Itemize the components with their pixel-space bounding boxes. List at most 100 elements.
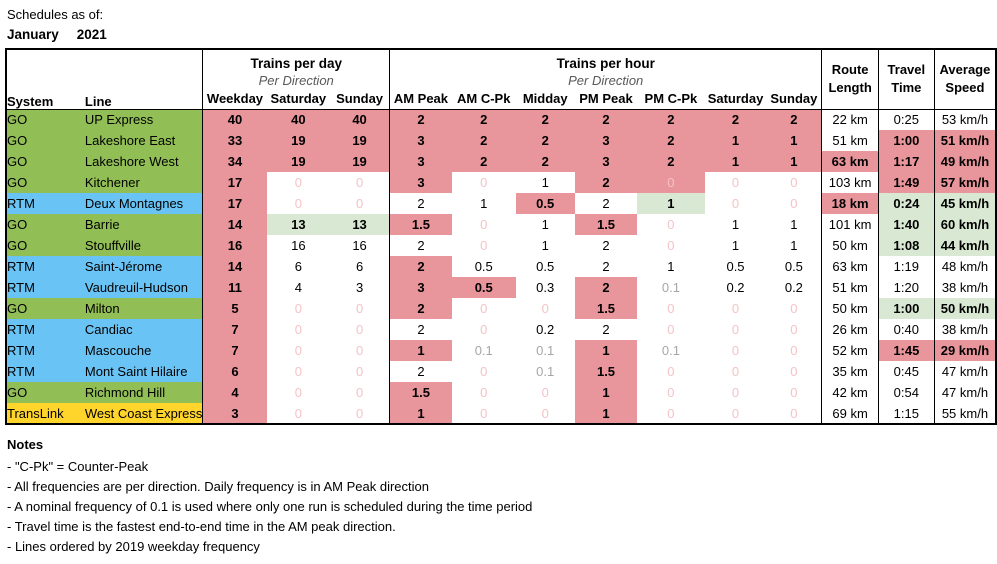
value-cell: 50 km — [821, 235, 879, 256]
line-cell: Stouffville — [84, 235, 203, 256]
value-cell: 1 — [731, 238, 740, 253]
weekday-column-header: Weekday — [202, 89, 267, 110]
value-cell: 1 — [388, 403, 452, 424]
value-cell: 0:25 — [877, 109, 935, 130]
line-cell: Kitchener — [84, 172, 203, 193]
value-cell: 1.5 — [388, 382, 452, 403]
table-row: RTM Candiac 7 0 0 2 0 0.2 2 0 0 0 26 km 0:40 38 km/h — [6, 319, 996, 340]
value-cell: 47 km/h — [933, 361, 996, 382]
system-cell: RTM — [6, 193, 85, 214]
per-direction-label-day: Per Direction — [202, 71, 390, 89]
value-cell: 26 km — [821, 319, 879, 340]
value-cell: 63 km — [821, 256, 879, 277]
value-cell: 0:24 — [877, 193, 935, 214]
schedule-table: System Line Trains per day Trains per ho… — [5, 48, 997, 425]
value-cell: 33 — [202, 130, 267, 151]
value-cell: 0.1 — [661, 343, 680, 358]
trains-per-day-group-header: Trains per day — [202, 49, 390, 71]
value-cell: 19 — [330, 151, 390, 172]
table-row: GO Stouffville 16 16 16 2 0 1 2 0 1 1 50 km 1:08 44 km… — [6, 235, 996, 256]
travel-time-line1: Travel — [887, 62, 926, 78]
value-cell: 0 — [480, 301, 488, 316]
value-cell: 60 km/h — [933, 214, 996, 235]
pm-cpk-column-header: PM C-Pk — [637, 89, 705, 110]
value-cell: 1 — [704, 151, 767, 172]
month-label: January — [7, 27, 59, 42]
note-frequencies: - All frequencies are per direction. Dai… — [7, 479, 429, 494]
table-row: GO Milton 5 0 0 2 0 0 1.5 0 0 0 50 km 1:00 50 km/h — [6, 298, 996, 319]
value-cell: 50 km/h — [933, 298, 996, 319]
value-cell: 0.1 — [661, 280, 680, 295]
value-cell: 2 — [574, 172, 638, 193]
value-cell: 16 — [352, 238, 367, 253]
value-cell: 2 — [602, 259, 610, 274]
value-cell: 0 — [294, 196, 302, 211]
value-cell: 0.3 — [536, 280, 555, 295]
value-cell: 1:15 — [877, 403, 935, 424]
value-cell: 2 — [388, 193, 452, 214]
value-cell: 0 — [480, 405, 488, 421]
value-cell: 0 — [667, 301, 675, 316]
value-cell: 0 — [541, 385, 549, 400]
value-cell: 1.5 — [574, 214, 638, 235]
value-cell: 101 km — [821, 214, 879, 235]
value-cell: 0 — [790, 175, 798, 190]
value-cell: 57 km/h — [933, 172, 996, 193]
value-cell: 22 km — [821, 109, 879, 130]
system-cell: GO — [6, 382, 85, 403]
value-cell: 0 — [480, 364, 488, 379]
value-cell: 1:08 — [877, 235, 935, 256]
value-cell: 0:45 — [877, 361, 935, 382]
value-cell: 2 — [451, 109, 516, 130]
schedules-as-of-label: Schedules as of: — [7, 7, 104, 22]
value-cell: 2 — [637, 151, 705, 172]
value-cell: 0 — [355, 322, 364, 337]
value-cell: 1:49 — [877, 172, 935, 193]
value-cell: 0 — [790, 364, 798, 379]
value-cell: 0 — [667, 217, 675, 232]
line-column-header: Line — [84, 49, 203, 110]
value-cell: 1:17 — [877, 151, 935, 172]
value-cell: 1 — [541, 217, 549, 232]
value-cell: 0 — [480, 322, 488, 337]
travel-time-line2: Time — [891, 80, 922, 96]
line-cell: Mascouche — [84, 340, 203, 361]
value-cell: 0 — [731, 364, 740, 379]
value-cell: 0 — [294, 343, 302, 358]
value-cell: 0 — [790, 196, 798, 211]
saturday-hour-column-header: Saturday — [704, 89, 767, 110]
per-direction-label-hour: Per Direction — [388, 71, 822, 89]
value-cell: 1 — [731, 217, 740, 232]
value-cell: 6 — [202, 361, 267, 382]
table-row: GO UP Express 40 40 40 2 2 2 2 2 2 2 22 km 0:25 53 km/… — [6, 109, 996, 130]
system-column-header: System — [6, 49, 85, 110]
value-cell: 0.2 — [784, 280, 803, 295]
value-cell: 11 — [202, 277, 267, 298]
value-cell: 0 — [731, 175, 740, 190]
table-row: RTM Deux Montagnes 17 0 0 2 1 0.5 2 1 0 0 18 km 0:24 4… — [6, 193, 996, 214]
value-cell: 0.1 — [536, 343, 555, 358]
value-cell: 44 km/h — [933, 235, 996, 256]
system-cell: GO — [6, 109, 85, 130]
line-cell: Lakeshore East — [84, 130, 203, 151]
value-cell: 0 — [667, 385, 675, 400]
value-cell: 1 — [541, 238, 549, 253]
sunday-day-column-header: Sunday — [330, 89, 390, 110]
route-length-line2: Length — [828, 80, 872, 96]
value-cell: 14 — [202, 256, 267, 277]
value-cell: 18 km — [821, 193, 879, 214]
table-body: GO UP Express 40 40 40 2 2 2 2 2 2 2 22 km 0:25 53 km/… — [6, 109, 996, 424]
value-cell: 29 km/h — [933, 340, 996, 361]
value-cell: 0 — [355, 343, 364, 358]
table-row: GO Lakeshore East 33 19 19 3 2 2 3 2 1 1 51 km 1:00 51… — [6, 130, 996, 151]
value-cell: 51 km — [821, 277, 879, 298]
value-cell: 0 — [355, 385, 364, 400]
value-cell: 0 — [355, 364, 364, 379]
year-label: 2021 — [76, 27, 107, 42]
value-cell: 0 — [294, 301, 302, 316]
value-cell: 0 — [355, 175, 364, 190]
value-cell: 0 — [294, 175, 302, 190]
system-cell: GO — [6, 235, 85, 256]
value-cell: 0 — [790, 385, 798, 400]
value-cell: 0.2 — [536, 322, 555, 337]
